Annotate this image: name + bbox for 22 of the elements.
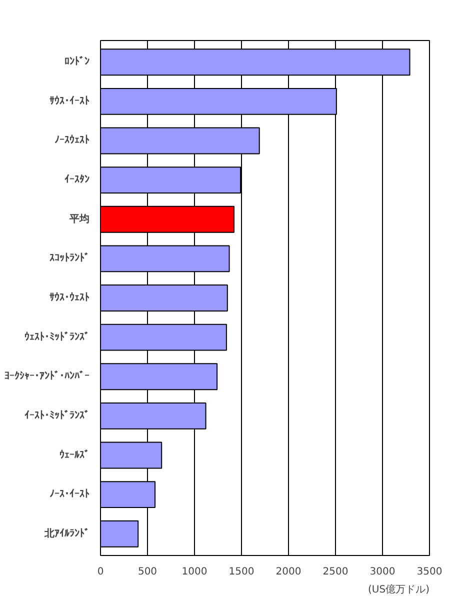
text: (US億万ドル): [368, 584, 430, 596]
y-tick-label: ﾉｰｽｳｪｽﾄ: [54, 134, 90, 146]
y-tick-label: 平均: [68, 212, 90, 225]
y-tick-label: ｳｪｰﾙｽﾞ: [60, 448, 90, 461]
x-tick-label: 0: [97, 566, 104, 578]
x-tick-label: 500: [138, 566, 158, 578]
y-tick-label: ｻｳｽ･ｳｪｽﾄ: [50, 292, 90, 304]
x-tick-label: 2000: [276, 566, 302, 578]
x-tick-label: 2500: [322, 566, 348, 578]
y-tick-label: ｲｰｽﾀﾝ: [64, 174, 90, 186]
y-tick-label: ｻｳｽ･ｲｰｽﾄ: [50, 94, 90, 107]
x-tick-label: 3500: [416, 566, 442, 578]
x-tick-label: 1000: [182, 566, 208, 578]
y-tick-label: ｽｺｯﾄﾗﾝﾄﾞ: [50, 252, 90, 264]
y-tick-label: ｲｰｽﾄ･ﾐｯﾄﾞﾗﾝｽﾞ: [24, 409, 90, 422]
y-tick-label: 北ｱｲﾙﾗﾝﾄﾞ: [44, 527, 90, 540]
x-tick-label: 3000: [370, 566, 396, 578]
x-tick-label: 1500: [228, 566, 254, 578]
y-tick-label: ﾖｰｸｼｬｰ･ｱﾝﾄﾞ･ﾊﾝﾊﾞｰ: [4, 370, 90, 382]
y-tick-label: ｳｪｽﾄ･ﾐｯﾄﾞﾗﾝｽﾞ: [24, 330, 90, 343]
y-tick-label: ﾛﾝﾄﾞﾝ: [64, 56, 90, 68]
y-tick-label: ﾉｰｽ･ｲｰｽﾄ: [50, 488, 90, 500]
